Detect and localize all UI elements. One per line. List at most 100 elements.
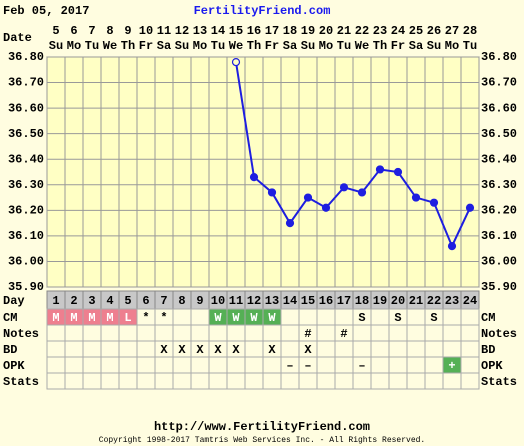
cell (424, 324, 444, 342)
x-tick-label: 19 (301, 24, 315, 38)
temp-point (267, 188, 277, 197)
cell-text: W (214, 311, 222, 325)
cell (370, 308, 390, 326)
y-tick-label: 36.10 (8, 229, 44, 243)
y-tick-label-right: 36.40 (481, 152, 517, 166)
cell (442, 340, 462, 358)
cell (316, 356, 336, 374)
cell (136, 340, 156, 358)
weekday-label: Sa (409, 39, 423, 53)
cell (406, 340, 426, 358)
row-label: OPK (3, 359, 25, 373)
y-tick-label-right: 36.00 (481, 255, 517, 269)
day-number: 12 (247, 294, 261, 308)
weekday-label: We (355, 39, 369, 53)
cell-text: M (88, 311, 95, 325)
cell (244, 372, 264, 390)
cell (442, 324, 462, 342)
cell (388, 324, 408, 342)
weekday-label: Su (175, 39, 189, 53)
cell (298, 308, 318, 326)
cell (190, 324, 210, 342)
cell (64, 372, 84, 390)
cell (352, 324, 372, 342)
cell-text: S (394, 311, 401, 325)
weekday-label: Tu (463, 39, 477, 53)
x-tick-label: 28 (463, 24, 477, 38)
cell (154, 356, 174, 374)
cell (100, 356, 120, 374)
weekday-label: We (103, 39, 117, 53)
day-number: 1 (52, 294, 59, 308)
cell-text: X (160, 343, 168, 357)
y-tick-label: 36.60 (8, 101, 44, 115)
temp-point (393, 167, 403, 177)
cell-text: * (160, 311, 167, 325)
y-tick-label-right: 36.20 (481, 204, 517, 218)
cell-text: W (268, 311, 276, 325)
cell-text: # (340, 327, 347, 341)
temp-point (429, 198, 439, 207)
cell (442, 308, 462, 326)
cell (280, 340, 300, 358)
y-tick-label-right: 35.90 (481, 280, 517, 294)
cell (208, 372, 228, 390)
cell (154, 372, 174, 390)
temp-point (339, 183, 349, 192)
cell-text: X (268, 343, 276, 357)
day-number: 4 (106, 294, 113, 308)
cell (334, 356, 354, 374)
cell-text: X (178, 343, 186, 357)
y-tick-label-right: 36.70 (481, 76, 517, 90)
cell (172, 324, 192, 342)
day-number: 6 (142, 294, 149, 308)
cell (280, 308, 300, 326)
cell (118, 372, 138, 390)
cell (190, 356, 210, 374)
cell-text: – (304, 359, 311, 373)
cell (190, 372, 210, 390)
day-number: 10 (211, 294, 225, 308)
x-tick-label: 16 (247, 24, 261, 38)
day-number: 7 (160, 294, 167, 308)
day-number: 16 (319, 294, 333, 308)
cell-text: X (232, 343, 240, 357)
cell-text: – (358, 359, 365, 373)
x-tick-label: 14 (211, 24, 225, 38)
temp-point (303, 193, 313, 202)
cell (352, 372, 372, 390)
x-tick-label: 7 (88, 24, 95, 38)
x-tick-label: 23 (373, 24, 387, 38)
weekday-label: Th (247, 39, 261, 53)
cell (262, 324, 282, 342)
weekday-label: Tu (85, 39, 99, 53)
x-tick-label: 6 (70, 24, 77, 38)
cell-text: S (430, 311, 437, 325)
temp-point (447, 242, 457, 251)
day-number: 3 (88, 294, 95, 308)
day-number: 22 (427, 294, 441, 308)
cell (388, 340, 408, 358)
temp-point (411, 193, 421, 202)
cell (460, 356, 480, 374)
weekday-label: Tu (337, 39, 351, 53)
cell (64, 324, 84, 342)
x-label: Date (3, 31, 32, 45)
cell (352, 340, 372, 358)
cell (46, 356, 66, 374)
cell (172, 372, 192, 390)
cell (316, 324, 336, 342)
day-number: 17 (337, 294, 351, 308)
cell (64, 356, 84, 374)
cell-text: * (142, 311, 149, 325)
cell (64, 340, 84, 358)
weekday-label: Mo (319, 39, 333, 53)
temp-point (249, 173, 259, 182)
x-tick-label: 11 (157, 24, 171, 38)
cell-text: W (232, 311, 240, 325)
cell-text: M (52, 311, 59, 325)
cell (136, 372, 156, 390)
day-number: 11 (229, 294, 243, 308)
cell (244, 340, 264, 358)
cell-text: # (304, 327, 311, 341)
